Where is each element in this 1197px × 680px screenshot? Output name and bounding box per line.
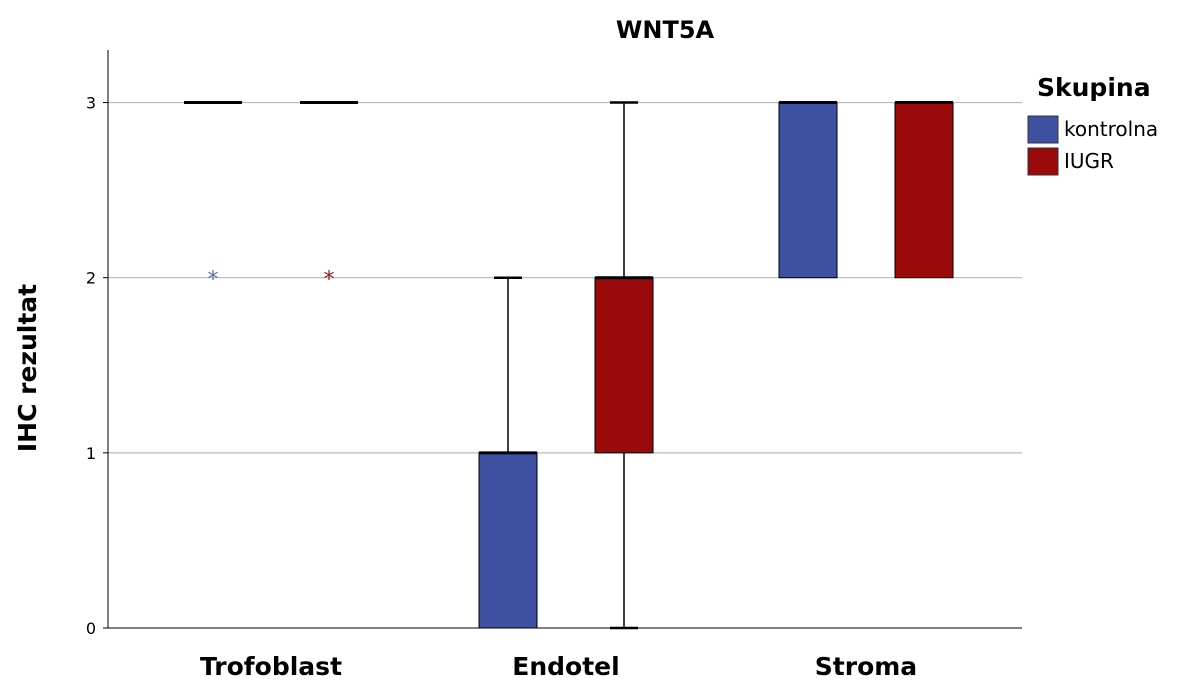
box-rect (594, 277, 654, 454)
box-marks: * * (184, 101, 954, 630)
outlier-marker: * (324, 268, 335, 293)
y-tick-label: 1 (86, 444, 96, 463)
y-axis-label: IHC rezultat (13, 284, 42, 452)
grid-lines (108, 101, 1022, 454)
y-tick-label: 0 (86, 619, 96, 638)
legend-swatch (1027, 147, 1059, 176)
x-tick-label: Stroma (815, 652, 917, 680)
legend: Skupina kontrolna IUGR (1027, 73, 1158, 176)
axes: 0 1 2 3 Trofoblast Endotel Stroma (86, 50, 1022, 680)
chart-title: WNT5A (616, 16, 715, 44)
outlier-marker: * (208, 268, 219, 293)
legend-label: kontrolna (1064, 117, 1158, 141)
box-rect (894, 102, 954, 279)
x-tick-label: Endotel (512, 652, 619, 680)
y-tick-label: 2 (86, 269, 96, 288)
x-tick-label: Trofoblast (200, 652, 342, 680)
box-rect (478, 452, 538, 629)
y-tick-label: 3 (86, 94, 96, 113)
legend-title: Skupina (1037, 73, 1151, 102)
legend-swatch (1027, 115, 1059, 144)
legend-label: IUGR (1064, 149, 1114, 173)
box-rect (778, 102, 838, 279)
